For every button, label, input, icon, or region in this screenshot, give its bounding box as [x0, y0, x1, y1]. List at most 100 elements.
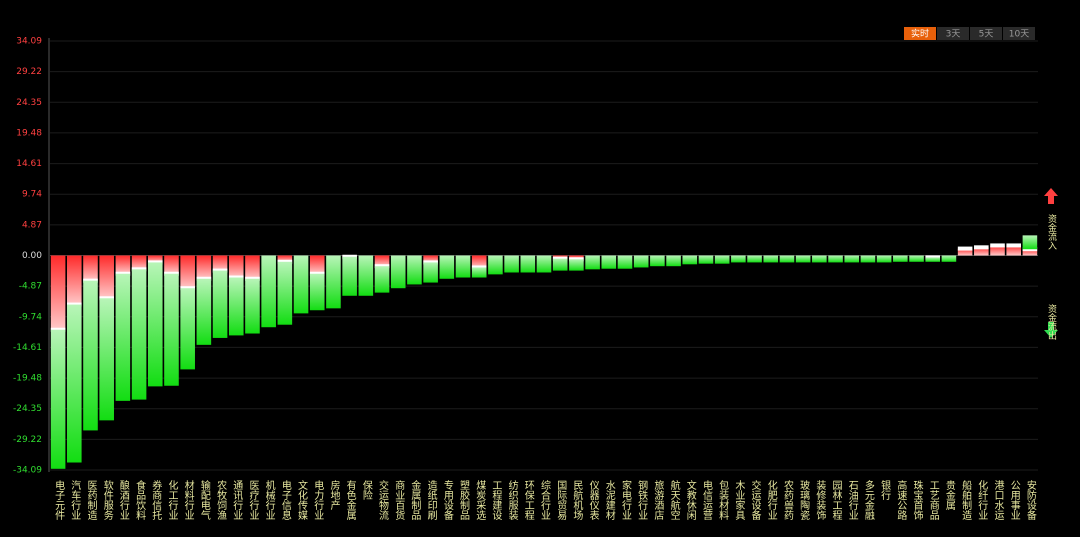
- bar-segment: [99, 255, 114, 299]
- x-tick-label: 工艺商品: [927, 480, 939, 521]
- bar-segment: [876, 255, 892, 263]
- bar-segment: [601, 255, 617, 269]
- bar-segment: [990, 245, 1005, 256]
- bar-segment: [844, 255, 860, 263]
- bar-segment: [779, 255, 795, 263]
- bar-segment: [374, 266, 390, 293]
- x-tick-label: 文教休闲: [684, 479, 696, 521]
- bar-segment: [536, 255, 552, 273]
- x-tick-label: 电子信息: [279, 479, 291, 520]
- tab[interactable]: [1003, 27, 1035, 40]
- x-tick-label: 造纸印刷: [425, 479, 437, 520]
- segment-divider: [990, 243, 1005, 248]
- bar-segment: [925, 257, 941, 262]
- segment-divider: [974, 245, 989, 250]
- tab-bar: 实时 3天 5天 10天: [904, 27, 1035, 40]
- y-tick-label: -9.74: [19, 312, 43, 322]
- y-tick-label: 34.09: [16, 37, 42, 47]
- bar-segment: [212, 255, 228, 271]
- x-tick-label: 金属制品: [409, 479, 421, 521]
- bar-segment: [471, 255, 487, 268]
- bar-segment: [812, 255, 827, 263]
- bar-segment: [552, 258, 568, 271]
- y-tick-label: -4.87: [19, 282, 42, 292]
- bar-segment: [261, 255, 276, 328]
- bar-segment: [196, 278, 212, 345]
- bar-segment: [650, 255, 665, 267]
- bar-segment: [50, 255, 66, 330]
- bar-segment: [212, 270, 228, 338]
- bar-segment: [941, 255, 957, 262]
- x-tick-label: 农药兽药: [781, 479, 793, 521]
- legend-label: 资金流出: [1046, 304, 1057, 341]
- x-tick-label: 包装材料: [717, 479, 729, 521]
- x-tick-label: 房地产: [328, 479, 340, 511]
- x-tick-label: 环保工程: [522, 480, 534, 520]
- x-tick-label: 输配电气: [198, 479, 210, 520]
- y-tick-label: 0.00: [22, 251, 42, 261]
- x-tick-label: 化纤行业: [976, 479, 988, 520]
- bar-segment: [309, 255, 325, 274]
- x-tick-label: 文化传媒: [296, 479, 308, 521]
- x-tick-label: 交运设备: [749, 479, 761, 521]
- x-tick-label: 化工行业: [166, 479, 178, 520]
- tab-label[interactable]: 5天: [979, 30, 994, 40]
- bar-segment: [423, 262, 438, 283]
- x-tick-label: 软件服务: [101, 479, 113, 521]
- x-tick-label: 航天航空: [668, 479, 680, 520]
- tab-label[interactable]: 3天: [946, 30, 961, 40]
- tab-label[interactable]: 10天: [1009, 30, 1029, 40]
- bar-segment: [245, 278, 260, 334]
- bar-segment: [423, 255, 438, 263]
- bar-segment: [83, 255, 98, 281]
- x-tick-label: 机械行业: [263, 479, 275, 520]
- bar-segment: [860, 255, 876, 263]
- bar-segment: [228, 277, 244, 336]
- inflow-arrow: [1044, 188, 1058, 204]
- tab-label[interactable]: 实时: [911, 28, 929, 40]
- x-tick-label: 旅游酒店: [652, 479, 664, 521]
- x-tick-label: 银行: [879, 479, 891, 501]
- bar-segment: [1022, 249, 1038, 256]
- y-tick-label: -14.61: [13, 343, 42, 353]
- x-tick-label: 家电行业: [619, 479, 631, 520]
- bar-segment: [164, 273, 179, 386]
- bar-segment: [50, 329, 66, 469]
- tab[interactable]: [970, 27, 1002, 40]
- bar-segment: [974, 247, 989, 256]
- x-tick-label: 化肥行业: [765, 479, 777, 520]
- bar-segment: [714, 255, 730, 264]
- bar-segment: [99, 298, 114, 421]
- bar-segment: [957, 248, 973, 256]
- x-tick-label: 电信运营: [700, 479, 712, 521]
- x-tick-label: 专用设备: [441, 479, 453, 521]
- x-tick-label: 仪器仪表: [587, 480, 599, 521]
- x-tick-label: 食品饮料: [134, 479, 146, 521]
- segment-divider: [1006, 243, 1021, 248]
- bar-segment: [455, 255, 471, 278]
- bar-segment: [147, 262, 163, 387]
- bar-segment: [180, 255, 195, 289]
- bar-segment: [471, 267, 487, 278]
- bar-segment: [1022, 235, 1038, 250]
- bar-segment: [439, 255, 455, 279]
- tab[interactable]: [904, 27, 936, 40]
- bar-segment: [731, 255, 746, 263]
- tab[interactable]: [937, 27, 969, 40]
- bar-segment: [747, 255, 762, 263]
- bar-segment: [893, 255, 908, 262]
- bar-segment: [763, 255, 779, 263]
- x-tick-label: 装修装饰: [814, 479, 826, 521]
- y-tick-label: 4.87: [22, 220, 42, 230]
- y-tick-label: -34.09: [13, 466, 42, 476]
- x-tick-label: 材料行业: [182, 479, 194, 520]
- bar-segment: [67, 255, 82, 305]
- bar-segment: [164, 255, 179, 274]
- x-tick-label: 医疗行业: [247, 480, 259, 520]
- bar-segment: [1006, 245, 1021, 256]
- bar-segment: [666, 255, 681, 267]
- bar-segment: [115, 255, 131, 274]
- x-tick-label: 公用事业: [1008, 480, 1020, 520]
- x-tick-label: 港口水运: [992, 480, 1004, 521]
- x-tick-label: 国际贸易: [555, 480, 567, 521]
